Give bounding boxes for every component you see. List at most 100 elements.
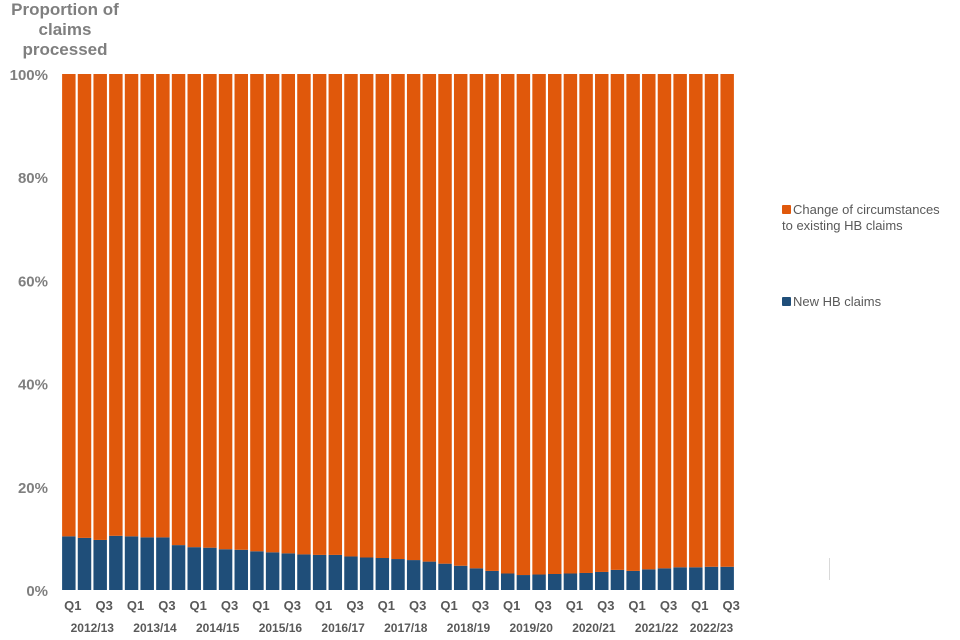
bar-change-of-circumstances-41 — [704, 74, 719, 567]
x-tick-label-quarter: Q1 — [378, 598, 395, 613]
bar-new-hb-claims-3 — [109, 535, 123, 590]
bar-change-of-circumstances-33 — [579, 74, 593, 573]
x-tick-label-quarter: Q3 — [346, 598, 363, 613]
x-tick-label-quarter: Q3 — [158, 598, 175, 613]
x-tick-label-year: 2020/21 — [572, 621, 616, 635]
bar-change-of-circumstances-27 — [485, 74, 499, 571]
legend-label-change-of-circumstances: Change of circumstances to existing HB c… — [782, 202, 940, 233]
bar-new-hb-claims-7 — [171, 545, 186, 590]
x-tick-label-year: 2013/14 — [133, 621, 177, 635]
bar-change-of-circumstances-11 — [234, 74, 248, 550]
y-axis-title: Proportion of claims processed — [11, 0, 119, 59]
bar-new-hb-claims-39 — [673, 567, 687, 590]
bar-change-of-circumstances-25 — [453, 74, 468, 566]
bar-new-hb-claims-33 — [579, 572, 593, 590]
bar-new-hb-claims-27 — [485, 570, 499, 590]
bar-change-of-circumstances-36 — [626, 74, 640, 571]
x-tick-label-year: 2014/15 — [196, 621, 240, 635]
bar-new-hb-claims-9 — [203, 547, 217, 590]
bar-new-hb-claims-8 — [187, 547, 201, 590]
bar-new-hb-claims-17 — [328, 554, 343, 590]
x-tick-label-quarter: Q1 — [252, 598, 269, 613]
bar-new-hb-claims-32 — [563, 573, 578, 590]
bar-new-hb-claims-25 — [453, 565, 468, 590]
bar-change-of-circumstances-2 — [93, 74, 107, 540]
bar-new-hb-claims-13 — [265, 552, 280, 590]
bar-change-of-circumstances-13 — [265, 74, 280, 553]
x-tick-label-year: 2021/22 — [635, 621, 679, 635]
y-tick-label: 100% — [10, 67, 48, 84]
x-tick-label-quarter: Q3 — [472, 598, 489, 613]
bar-new-hb-claims-21 — [391, 559, 405, 590]
bar-change-of-circumstances-35 — [610, 74, 625, 570]
x-tick-label-quarter: Q1 — [127, 598, 144, 613]
bar-new-hb-claims-41 — [704, 566, 719, 590]
bar-change-of-circumstances-3 — [109, 74, 123, 536]
bar-new-hb-claims-18 — [344, 556, 358, 590]
bar-new-hb-claims-36 — [626, 570, 640, 590]
bar-change-of-circumstances-10 — [218, 74, 233, 550]
x-tick-label-year: 2017/18 — [384, 621, 428, 635]
bar-new-hb-claims-23 — [422, 561, 437, 590]
bar-change-of-circumstances-26 — [469, 74, 484, 569]
bar-new-hb-claims-34 — [595, 571, 609, 590]
bar-change-of-circumstances-29 — [516, 74, 531, 576]
bar-change-of-circumstances-9 — [203, 74, 217, 548]
legend-item-change-of-circumstances: Change of circumstances to existing HB c… — [782, 202, 952, 234]
x-tick-label-quarter: Q3 — [409, 598, 426, 613]
y-tick-label: 60% — [18, 273, 48, 290]
bar-change-of-circumstances-42 — [720, 74, 734, 567]
bar-change-of-circumstances-31 — [548, 74, 562, 574]
bar-change-of-circumstances-32 — [563, 74, 578, 574]
bar-new-hb-claims-31 — [548, 574, 562, 590]
bar-change-of-circumstances-0 — [62, 74, 76, 537]
x-tick-label-quarter: Q1 — [440, 598, 457, 613]
bar-change-of-circumstances-20 — [375, 74, 390, 559]
bar-new-hb-claims-37 — [642, 569, 656, 590]
bar-change-of-circumstances-15 — [297, 74, 311, 555]
bar-new-hb-claims-42 — [720, 566, 734, 590]
bar-new-hb-claims-11 — [234, 549, 248, 590]
bar-change-of-circumstances-30 — [532, 74, 546, 575]
x-tick-label-quarter: Q3 — [96, 598, 113, 613]
x-tick-label-quarter: Q3 — [723, 598, 740, 613]
x-tick-label-year: 2012/13 — [71, 621, 115, 635]
x-tick-label-year: 2019/20 — [510, 621, 554, 635]
y-tick-label: 20% — [18, 480, 48, 497]
bar-new-hb-claims-38 — [657, 568, 672, 590]
bar-new-hb-claims-0 — [62, 536, 76, 590]
legend: Change of circumstances to existing HB c… — [782, 202, 952, 322]
bar-change-of-circumstances-23 — [422, 74, 437, 562]
bar-change-of-circumstances-39 — [673, 74, 687, 568]
divider-line — [829, 558, 830, 580]
x-tick-label-year: 2016/17 — [321, 621, 365, 635]
x-tick-label-year: 2018/19 — [447, 621, 491, 635]
bar-new-hb-claims-10 — [218, 549, 233, 590]
bar-change-of-circumstances-34 — [595, 74, 609, 572]
bar-new-hb-claims-16 — [312, 554, 327, 590]
bar-new-hb-claims-19 — [359, 557, 374, 590]
bar-change-of-circumstances-28 — [500, 74, 515, 574]
x-tick-label-quarter: Q3 — [221, 598, 238, 613]
x-tick-label-year: 2015/16 — [259, 621, 303, 635]
x-tick-label-quarter: Q1 — [64, 598, 81, 613]
legend-swatch-new-hb-claims — [782, 297, 791, 306]
bar-new-hb-claims-22 — [406, 560, 421, 590]
bar-new-hb-claims-14 — [281, 553, 296, 590]
bar-change-of-circumstances-19 — [359, 74, 374, 558]
bar-change-of-circumstances-5 — [140, 74, 154, 538]
y-tick-label: 40% — [18, 377, 48, 394]
x-tick-label-quarter: Q1 — [503, 598, 520, 613]
x-tick-label-quarter: Q1 — [628, 598, 645, 613]
bar-new-hb-claims-2 — [93, 539, 107, 590]
bar-new-hb-claims-24 — [438, 563, 452, 590]
y-tick-label: 80% — [18, 170, 48, 187]
bar-new-hb-claims-29 — [516, 575, 531, 590]
bar-change-of-circumstances-18 — [344, 74, 358, 557]
bar-change-of-circumstances-24 — [438, 74, 452, 564]
bar-change-of-circumstances-14 — [281, 74, 296, 554]
legend-item-new-hb-claims: New HB claims — [782, 294, 952, 310]
bar-new-hb-claims-12 — [250, 551, 264, 590]
x-tick-label-quarter: Q3 — [660, 598, 677, 613]
